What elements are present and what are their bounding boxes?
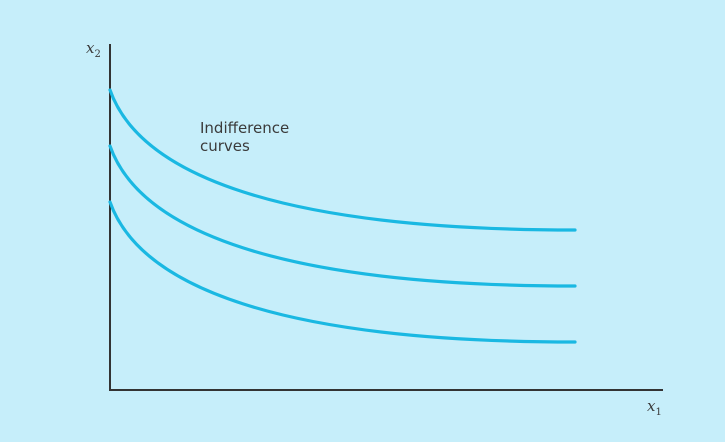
- x-axis-label: x1: [647, 397, 662, 418]
- indifference-curve-3: [108, 200, 577, 344]
- annotation-line-1: Indifference: [200, 119, 289, 137]
- y-axis-label-var: x: [86, 39, 95, 57]
- indifference-curve-2: [108, 144, 577, 288]
- y-axis-label-sub: 2: [94, 49, 100, 60]
- y-axis-label: x2: [86, 39, 101, 60]
- x-axis-label-sub: 1: [655, 407, 661, 418]
- indifference-curve-1: [108, 88, 577, 232]
- annotation-line-2: curves: [200, 137, 250, 155]
- x-axis-label-var: x: [647, 397, 656, 415]
